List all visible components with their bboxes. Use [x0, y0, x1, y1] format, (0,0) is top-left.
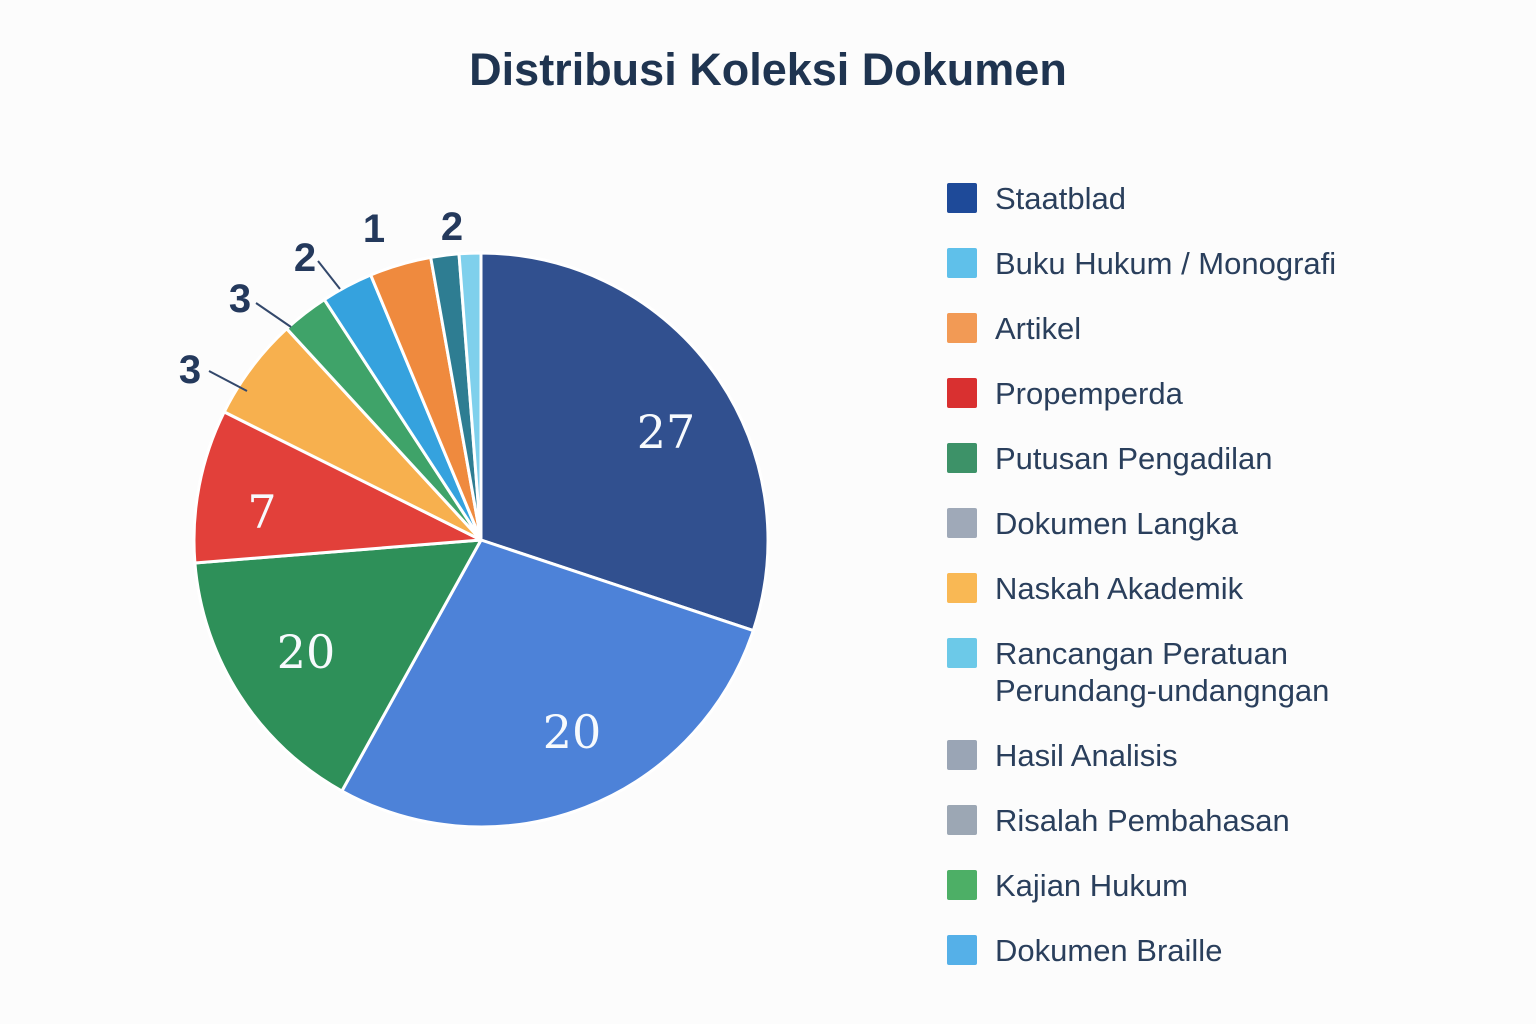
pie-slice-green: [193, 538, 483, 793]
slice-value-label-red: 7: [247, 485, 276, 539]
chart-title: Distribusi Koleksi Dokumen: [469, 44, 1067, 95]
legend-item: Putusan Pengadilan: [947, 440, 1377, 477]
legend-swatch: [947, 870, 977, 900]
legend-label: Rancangan Peratuan Perundang-undangngan: [995, 636, 1330, 708]
pie-slice-dark-blue: [479, 251, 770, 633]
legend-swatch: [947, 248, 977, 278]
legend-label: Putusan Pengadilan: [995, 441, 1273, 476]
leader-line-amber: [208, 370, 248, 392]
slice-value-label-sky-blue: 2: [294, 236, 316, 280]
legend-item: Buku Hukum / Monografi: [947, 245, 1377, 282]
legend-label: Propemperda: [995, 376, 1183, 411]
legend-item: Staatblad: [947, 180, 1377, 217]
legend-swatch: [947, 183, 977, 213]
legend-label: Risalah Pembahasan: [995, 803, 1290, 838]
legend-label: Staatblad: [995, 181, 1126, 216]
legend-label: Buku Hukum / Monografi: [995, 246, 1337, 281]
leader-line-sky-blue: [317, 260, 341, 290]
legend-item: Hasil Analisis: [947, 737, 1377, 774]
slice-value-label-amber: 3: [179, 348, 201, 392]
legend-item: Propemperda: [947, 375, 1377, 412]
legend-label: Naskah Akademik: [995, 571, 1244, 606]
legend-item: Risalah Pembahasan: [947, 802, 1377, 839]
leader-line-small-green: [255, 302, 292, 328]
slice-value-label-medium-blue: 20: [543, 705, 602, 759]
pie-slice-red: [192, 410, 483, 565]
legend-swatch: [947, 740, 977, 770]
legend-label: Dokumen Langka: [995, 506, 1238, 541]
legend-swatch: [947, 573, 977, 603]
slice-value-label-small-green: 3: [229, 277, 251, 321]
legend-swatch: [947, 378, 977, 408]
legend-swatch: [947, 313, 977, 343]
legend-swatch: [947, 508, 977, 538]
legend-label: Dokumen Braille: [995, 933, 1223, 968]
legend: Staatblad Buku Hukum / Monografi Artikel Pr…: [947, 180, 1377, 969]
slice-value-label-orange: 1: [363, 207, 385, 251]
legend-item: Dokumen Langka: [947, 505, 1377, 542]
slice-value-label-teal: 2: [441, 205, 463, 249]
legend-item: Dokumen Braille: [947, 932, 1377, 969]
legend-item: Kajian Hukum: [947, 867, 1377, 904]
legend-swatch: [947, 805, 977, 835]
pie-slice-pale-cyan: [457, 251, 483, 542]
pie-slice-medium-blue: [340, 538, 755, 829]
legend-item: Artikel: [947, 310, 1377, 347]
legend-label: Hasil Analisis: [995, 738, 1178, 773]
legend-item: Naskah Akademik: [947, 570, 1377, 607]
legend-item: Rancangan Peratuan Perundang-undangngan: [947, 635, 1377, 709]
slice-value-label-green: 20: [277, 625, 336, 679]
legend-swatch: [947, 443, 977, 473]
legend-swatch: [947, 935, 977, 965]
legend-label: Artikel: [995, 311, 1082, 346]
legend-swatch: [947, 638, 977, 668]
slice-value-label-dark-blue: 27: [637, 405, 696, 459]
legend-label: Kajian Hukum: [995, 868, 1188, 903]
